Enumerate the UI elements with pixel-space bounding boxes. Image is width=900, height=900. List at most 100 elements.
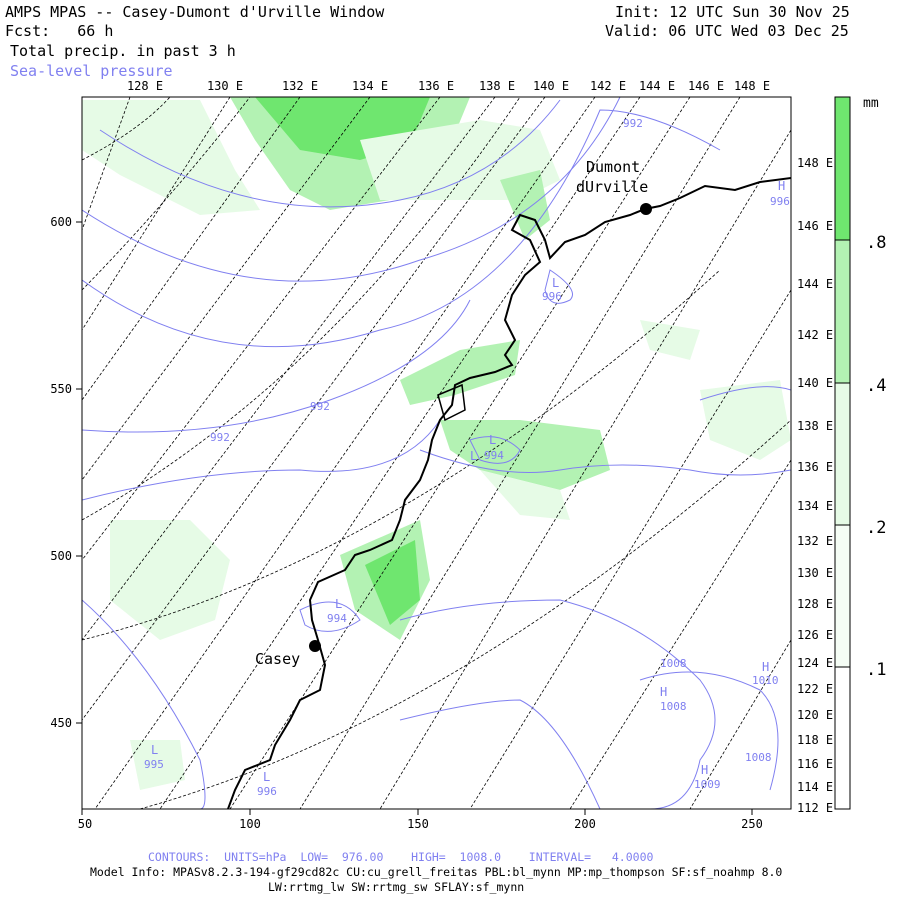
top-longitude-labels: 128 E 130 E 132 E 134 E 136 E 138 E 140 … bbox=[127, 79, 770, 93]
lon-label: 148 E bbox=[734, 79, 770, 93]
forecast-hour: Fcst: 66 h bbox=[5, 22, 114, 40]
station-name: Casey bbox=[255, 650, 300, 668]
colorbar-label: .4 bbox=[866, 376, 886, 396]
model-info: Model Info: MPASv8.2.3-194-gf29cd82c CU:… bbox=[90, 865, 783, 879]
isobar bbox=[82, 109, 721, 348]
contour-label: 1008 bbox=[660, 700, 687, 713]
meridian-line bbox=[82, 97, 441, 561]
lon-label: 126 E bbox=[797, 628, 833, 642]
colorbar-label: .8 bbox=[866, 233, 886, 253]
meridian-line bbox=[379, 129, 791, 809]
lon-label: 122 E bbox=[797, 682, 833, 696]
lon-label: 128 E bbox=[797, 597, 833, 611]
isobar bbox=[82, 599, 206, 809]
lon-label: 148 E bbox=[797, 156, 833, 170]
lon-label: 140 E bbox=[533, 79, 569, 93]
contour-label: 1010 bbox=[752, 674, 779, 687]
precip-area bbox=[400, 340, 520, 405]
isobar bbox=[82, 419, 441, 501]
colorbar-segment bbox=[835, 97, 850, 240]
meridian-line bbox=[299, 97, 741, 809]
low-marker: L bbox=[470, 449, 477, 463]
isobar bbox=[82, 299, 471, 433]
x-tick-label: 250 bbox=[741, 817, 763, 831]
station-marker bbox=[640, 203, 652, 215]
contour-label: 996 bbox=[542, 290, 562, 303]
meridian-line bbox=[82, 97, 546, 721]
valid-time: Valid: 06 UTC Wed 03 Dec 25 bbox=[605, 22, 849, 40]
lon-label: 138 E bbox=[479, 79, 515, 93]
lon-label: 130 E bbox=[207, 79, 243, 93]
precip-area bbox=[130, 740, 185, 790]
meridian-line bbox=[82, 97, 231, 331]
map-title: AMPS MPAS -- Casey-Dumont d'Urville Wind… bbox=[5, 3, 385, 21]
meridian-line bbox=[82, 97, 301, 401]
x-tick-label: 200 bbox=[574, 817, 596, 831]
lon-label: 116 E bbox=[797, 757, 833, 771]
y-tick-label: 450 bbox=[50, 716, 72, 730]
right-longitude-labels: 148 E 146 E 144 E 142 E 140 E 138 E 136 … bbox=[797, 156, 833, 815]
lon-label: 130 E bbox=[797, 566, 833, 580]
lon-label: 124 E bbox=[797, 656, 833, 670]
colorbar-segment bbox=[835, 240, 850, 383]
meridian-line bbox=[82, 97, 496, 641]
colorbar-segment bbox=[835, 667, 850, 809]
high-marker: H bbox=[701, 763, 708, 777]
lon-label: 134 E bbox=[352, 79, 388, 93]
meridian-line bbox=[94, 97, 596, 809]
model-info-2: LW:rrtmg_lw SW:rrtmg_sw SFLAY:sf_mynn bbox=[268, 880, 525, 894]
contour-label: 996 bbox=[770, 195, 790, 208]
isobar bbox=[82, 97, 621, 282]
lon-label: 120 E bbox=[797, 708, 833, 722]
contour-label: 994 bbox=[327, 612, 347, 625]
parallel-line bbox=[82, 269, 721, 641]
lon-label: 114 E bbox=[797, 780, 833, 794]
lon-label: 132 E bbox=[797, 534, 833, 548]
pressure-markers: L L L L H H H L L H bbox=[151, 179, 785, 784]
isobar bbox=[639, 671, 779, 791]
precip-area bbox=[110, 520, 230, 640]
isobar bbox=[399, 699, 601, 809]
contour-label: 996 bbox=[257, 785, 277, 798]
colorbar-label: .2 bbox=[866, 518, 886, 538]
colorbar-segment bbox=[835, 525, 850, 667]
lon-label: 146 E bbox=[797, 219, 833, 233]
colorbar-unit: mm bbox=[863, 96, 879, 111]
precip-area bbox=[82, 100, 260, 215]
low-marker: L bbox=[151, 743, 158, 757]
contour-label: 1008 bbox=[660, 657, 687, 670]
graticule bbox=[82, 97, 791, 809]
high-marker: H bbox=[778, 179, 785, 193]
lon-label: 146 E bbox=[688, 79, 724, 93]
map-frame bbox=[81, 96, 792, 810]
x-tick-label: 100 bbox=[239, 817, 261, 831]
lon-label: 142 E bbox=[797, 328, 833, 342]
lon-label: 140 E bbox=[797, 376, 833, 390]
meridian-line bbox=[229, 97, 691, 809]
island-outline bbox=[437, 383, 466, 422]
precip-area bbox=[365, 540, 420, 625]
x-tick-label: 50 bbox=[78, 817, 92, 831]
station-marker bbox=[309, 640, 321, 652]
contour-labels: 992 992 992 996 994 994 1008 1008 1010 1… bbox=[144, 117, 790, 798]
map-content bbox=[82, 97, 791, 809]
lon-label: 136 E bbox=[418, 79, 454, 93]
contour-label: 995 bbox=[144, 758, 164, 771]
lon-label: 118 E bbox=[797, 733, 833, 747]
contour-label: 1008 bbox=[745, 751, 772, 764]
parallel-line bbox=[82, 97, 251, 291]
parallel-line bbox=[82, 97, 521, 521]
precip-area bbox=[480, 470, 570, 520]
high-marker: H bbox=[762, 660, 769, 674]
field-title: Total precip. in past 3 h bbox=[10, 42, 236, 60]
precip-shading bbox=[82, 97, 791, 790]
contour-label: 992 bbox=[210, 431, 230, 444]
isobar bbox=[99, 99, 561, 208]
lon-label: 138 E bbox=[797, 419, 833, 433]
meridian-line bbox=[159, 97, 641, 809]
lon-label: 132 E bbox=[282, 79, 318, 93]
lon-label: 142 E bbox=[590, 79, 626, 93]
meridian-line bbox=[689, 639, 791, 809]
lon-label: 144 E bbox=[797, 277, 833, 291]
init-time: Init: 12 UTC Sun 30 Nov 25 bbox=[615, 3, 850, 21]
